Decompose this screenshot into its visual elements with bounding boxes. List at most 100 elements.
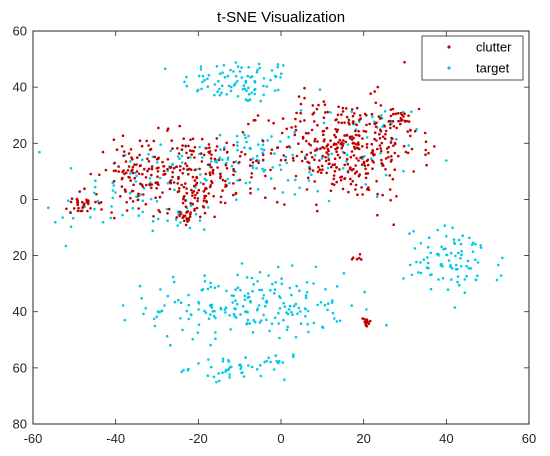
point-clutter <box>371 167 374 170</box>
point-target <box>402 169 405 173</box>
point-target <box>277 295 281 298</box>
point-clutter <box>380 149 383 153</box>
point-target <box>241 305 245 308</box>
point-target <box>479 246 483 249</box>
point-clutter <box>291 156 295 160</box>
point-clutter <box>318 159 321 162</box>
point-target <box>306 309 310 313</box>
point-clutter <box>269 168 272 172</box>
point-target <box>243 146 246 149</box>
point-clutter <box>322 100 326 103</box>
point-clutter <box>129 148 133 151</box>
point-clutter <box>199 215 202 219</box>
point-target <box>207 358 210 361</box>
point-target <box>410 110 413 113</box>
point-clutter <box>261 158 265 162</box>
point-target <box>255 308 259 312</box>
point-target <box>270 135 273 138</box>
point-target <box>213 286 217 290</box>
point-clutter <box>354 142 358 146</box>
point-clutter <box>379 104 383 107</box>
point-clutter <box>337 105 340 109</box>
point-target <box>229 68 232 72</box>
point-target <box>234 299 237 303</box>
point-clutter <box>335 130 339 134</box>
point-clutter <box>315 147 319 151</box>
point-target <box>165 207 169 211</box>
point-target <box>247 86 250 90</box>
point-clutter <box>232 161 236 164</box>
point-target <box>427 236 431 239</box>
point-clutter <box>299 120 302 123</box>
point-target <box>196 331 200 334</box>
point-clutter <box>191 202 195 206</box>
point-clutter <box>185 187 188 190</box>
point-clutter <box>141 172 144 176</box>
point-clutter <box>364 167 367 171</box>
point-clutter <box>99 201 103 204</box>
point-target <box>436 228 440 232</box>
x-tick-label: 0 <box>277 431 284 446</box>
point-clutter <box>77 206 80 210</box>
point-clutter <box>370 112 374 116</box>
point-clutter <box>217 158 221 162</box>
point-clutter <box>261 153 265 157</box>
point-target <box>147 152 150 156</box>
point-target <box>176 155 180 158</box>
point-target <box>187 317 190 321</box>
point-clutter <box>390 136 393 140</box>
point-target <box>234 74 238 78</box>
point-target <box>268 329 271 333</box>
point-target <box>246 292 250 295</box>
point-clutter <box>402 144 406 148</box>
point-clutter <box>384 129 388 133</box>
point-clutter <box>184 223 188 227</box>
point-target <box>277 322 281 325</box>
point-clutter <box>365 143 369 146</box>
point-target <box>141 158 144 162</box>
point-clutter <box>365 114 368 117</box>
point-clutter <box>292 159 295 162</box>
point-clutter <box>197 188 201 192</box>
point-clutter <box>166 158 170 161</box>
points-layer <box>38 60 504 384</box>
point-target <box>201 74 205 78</box>
point-target <box>314 265 318 269</box>
point-target <box>280 282 284 286</box>
point-target <box>228 373 231 376</box>
point-clutter <box>122 150 126 153</box>
point-clutter <box>301 137 305 140</box>
point-clutter <box>375 139 378 142</box>
point-clutter <box>323 103 327 106</box>
point-target <box>338 319 342 323</box>
point-target <box>152 317 156 321</box>
point-clutter <box>353 112 356 115</box>
point-target <box>240 262 244 265</box>
point-clutter <box>191 137 195 141</box>
point-clutter <box>392 223 396 226</box>
point-target <box>444 247 447 250</box>
point-target <box>279 72 283 75</box>
point-target <box>203 280 207 283</box>
point-target <box>346 153 349 157</box>
point-target <box>232 312 236 316</box>
point-clutter <box>137 207 140 210</box>
point-target <box>413 247 417 250</box>
point-target <box>141 199 145 202</box>
point-clutter <box>69 211 72 215</box>
point-clutter <box>380 158 383 162</box>
point-clutter <box>238 178 242 182</box>
point-target <box>172 280 176 284</box>
point-target <box>187 367 190 371</box>
point-clutter <box>364 176 368 180</box>
point-clutter <box>413 129 417 133</box>
point-clutter <box>384 132 387 136</box>
point-target <box>275 360 279 363</box>
point-target <box>111 196 115 200</box>
point-clutter <box>311 113 315 116</box>
point-target <box>201 288 205 291</box>
point-clutter <box>361 137 364 140</box>
point-target <box>463 278 467 281</box>
point-target <box>273 89 277 92</box>
point-target <box>171 163 174 166</box>
